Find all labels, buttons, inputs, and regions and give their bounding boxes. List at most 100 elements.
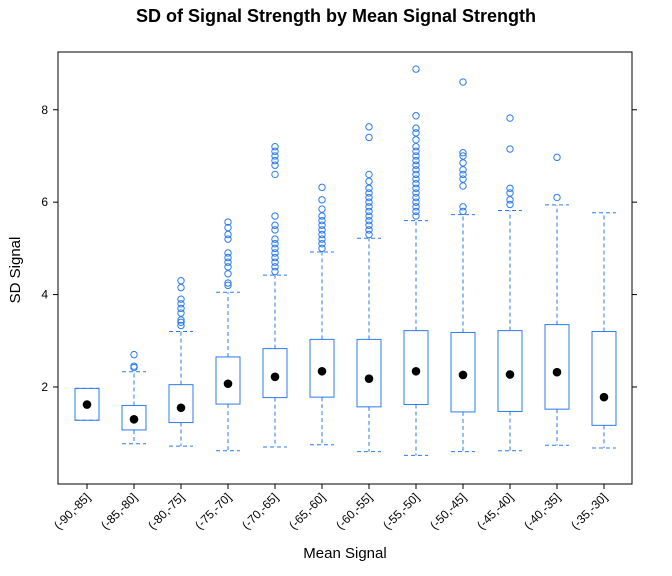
x-tick-label: (-70,-65] <box>239 490 281 532</box>
outlier-point <box>224 235 232 243</box>
median-dot <box>317 366 327 376</box>
box-body <box>591 331 617 426</box>
box-group <box>215 218 241 452</box>
x-tick-label: (-55,-50] <box>380 490 422 532</box>
outlier-point <box>271 263 279 271</box>
x-tick-label: (-80,-75] <box>145 490 187 532</box>
outlier-point <box>318 196 326 204</box>
outlier-point <box>271 147 279 156</box>
x-tick-label: (-85,-80] <box>98 490 140 532</box>
outlier-point <box>365 177 373 186</box>
outlier-point <box>318 244 326 253</box>
outlier-point <box>224 270 232 278</box>
outlier-point <box>271 235 279 243</box>
outlier-point <box>459 149 467 157</box>
outlier-point <box>224 218 232 226</box>
outlier-point <box>412 193 420 202</box>
outlier-point <box>412 189 420 197</box>
outlier-point <box>365 203 373 211</box>
median-dot <box>599 392 609 402</box>
outlier-point <box>177 300 185 308</box>
outlier-point <box>412 156 420 165</box>
outlier-point <box>224 249 232 257</box>
median-dot <box>270 372 280 382</box>
outlier-point <box>318 240 326 248</box>
outlier-point <box>553 153 561 162</box>
box-body <box>403 330 429 406</box>
outlier-point <box>365 184 373 192</box>
x-tick-label: (-40,-35] <box>521 490 563 532</box>
outlier-point <box>412 207 420 216</box>
outlier-point <box>506 189 514 197</box>
outlier-point <box>459 182 467 190</box>
outlier-point <box>459 207 467 216</box>
outlier-point <box>412 184 420 192</box>
outlier-point <box>271 267 279 276</box>
outlier-point <box>224 253 232 262</box>
outlier-point <box>224 230 232 239</box>
outlier-point <box>318 235 326 243</box>
outlier-point <box>224 279 232 287</box>
median-dot <box>129 415 139 424</box>
outlier-point <box>365 216 373 225</box>
outlier-point <box>177 316 185 324</box>
outlier-point <box>318 221 326 229</box>
outlier-point <box>271 249 279 257</box>
outlier-point <box>412 152 420 160</box>
outlier-point <box>271 161 279 169</box>
box-body <box>262 348 288 399</box>
outlier-point <box>459 175 467 183</box>
outlier-point <box>412 124 420 132</box>
box-body <box>497 330 523 412</box>
outlier-point <box>271 240 279 248</box>
y-tick-label: 6 <box>41 195 48 209</box>
box-group <box>262 143 288 448</box>
outlier-point <box>318 216 326 225</box>
box-body <box>74 387 100 421</box>
box-body <box>544 324 570 410</box>
outlier-point <box>224 223 232 232</box>
y-tick-label: 2 <box>41 380 48 394</box>
outlier-point <box>365 207 373 216</box>
outlier-point <box>224 281 232 290</box>
outlier-point <box>130 362 138 370</box>
box-group <box>450 78 476 453</box>
outlier-point <box>412 175 420 183</box>
plot-frame <box>57 51 633 485</box>
box-body <box>450 331 476 413</box>
tick-layer: 2 4 6 8 (-90,-85] (-85,-80] (-80,-75] (-75,-70]… <box>41 103 637 532</box>
outlier-point <box>177 318 185 326</box>
x-tick-label: (-60,-55] <box>333 490 375 532</box>
outlier-point <box>365 133 373 142</box>
outlier-point <box>459 166 467 174</box>
box-group <box>121 350 147 445</box>
outlier-point <box>412 166 420 174</box>
outlier-point <box>130 350 138 359</box>
outlier-point <box>224 258 232 266</box>
outlier-point <box>271 258 279 266</box>
outlier-point <box>365 212 373 220</box>
outlier-point <box>459 159 467 167</box>
outlier-point <box>318 212 326 220</box>
x-tick-label: (-35,-30] <box>568 490 610 532</box>
outlier-point <box>365 226 373 234</box>
outlier-point <box>365 198 373 206</box>
outlier-point <box>365 189 373 197</box>
outlier-point <box>506 196 514 204</box>
y-axis-label: SD Signal <box>7 237 24 304</box>
outlier-point <box>271 156 279 165</box>
outlier-point <box>506 114 514 122</box>
outlier-point <box>318 230 326 239</box>
outlier-point <box>224 263 232 271</box>
outlier-point <box>271 226 279 234</box>
outlier-point <box>506 200 514 209</box>
outlier-point <box>459 170 467 179</box>
median-dot <box>176 403 186 413</box>
median-dot <box>411 366 421 376</box>
outlier-point <box>412 65 420 73</box>
y-tick-label: 8 <box>41 103 48 117</box>
box-group <box>168 277 194 447</box>
median-dot <box>364 374 374 383</box>
median-dot <box>223 379 233 389</box>
